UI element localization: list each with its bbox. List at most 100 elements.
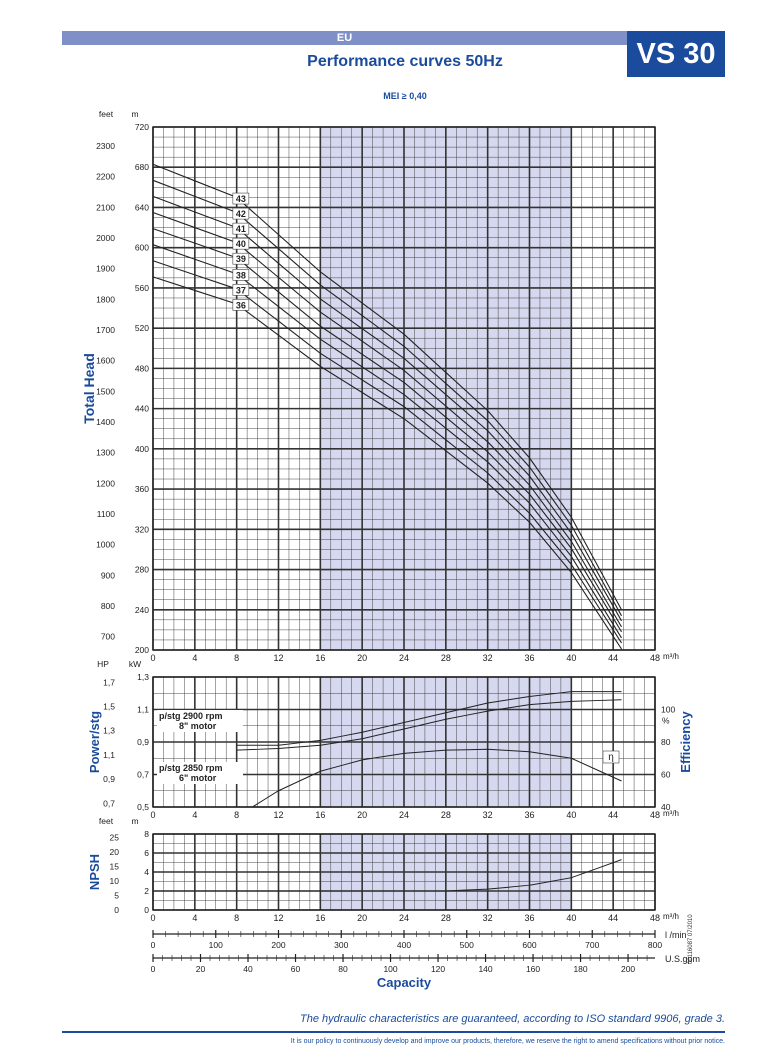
power-y-tick-label-kw: 1,1 [137, 705, 149, 715]
npsh-y-tick-label-m: 2 [144, 886, 149, 896]
gpm-axis-tick-label: 120 [431, 964, 445, 974]
head-y-tick-label-feet: 1300 [96, 448, 115, 458]
npsh-curve [152, 859, 622, 892]
power-x-tick-label: 32 [483, 810, 493, 820]
power-y-tick-label-kw: 0,7 [137, 770, 149, 780]
power-x-tick-label: 8 [234, 810, 239, 820]
head-x-unit: m³/h [663, 652, 679, 661]
head-y-tick-label-m: 320 [135, 524, 149, 534]
head-y-tick-label-m: 600 [135, 243, 149, 253]
motor8-label-type: 8" motor [179, 721, 217, 731]
eta-label: η [608, 752, 614, 763]
stage-label: 41 [236, 224, 246, 234]
npsh-x-tick-label: 16 [315, 913, 325, 923]
model-badge: VS 30 [627, 31, 725, 77]
lmin-axis-tick-label: 200 [271, 940, 285, 950]
head-y-tick-label-feet: 1800 [96, 294, 115, 304]
power-x-tick-label: 20 [357, 810, 367, 820]
power-x-tick-label: 24 [399, 810, 409, 820]
head-x-tick-label: 28 [441, 653, 451, 663]
head-y-tick-label-feet: 1500 [96, 386, 115, 396]
stage-label: 42 [236, 209, 246, 219]
npsh-y-tick-label-m: 8 [144, 829, 149, 839]
head-y-tick-label-m: 560 [135, 283, 149, 293]
power-x-tick-label: 48 [650, 810, 660, 820]
lmin-axis-tick-label: 300 [334, 940, 348, 950]
stage-label: 36 [236, 300, 246, 310]
head-y-tick-label-m: 440 [135, 404, 149, 414]
head-y-tick-label-m: 360 [135, 484, 149, 494]
stage-label: 37 [236, 285, 246, 295]
head-y-tick-label-feet: 1400 [96, 417, 115, 427]
power-y-tick-label-hp: 1,5 [103, 701, 115, 711]
head-y-tick-label-m: 640 [135, 202, 149, 212]
head-x-tick-label: 0 [150, 653, 155, 663]
head-x-tick-label: 16 [315, 653, 325, 663]
lmin-axis-tick-label: 800 [648, 940, 662, 950]
power-y-tick-label-hp: 1,7 [103, 677, 115, 687]
npsh-y-tick-label-m: 4 [144, 867, 149, 877]
stage-label-box [232, 222, 250, 235]
npsh-x-tick-label: 32 [483, 913, 493, 923]
head-frame [152, 126, 656, 651]
stage-label-box [232, 269, 250, 281]
npsh-y-tick-label-m: 6 [144, 848, 149, 858]
stage-label-box [232, 284, 250, 296]
npsh-x-tick-label: 40 [566, 913, 576, 923]
head-x-tick-label: 36 [524, 653, 534, 663]
page-title: Performance curves 50Hz [307, 53, 503, 70]
lmin-axis-tick-label: 500 [460, 940, 474, 950]
npsh-y-tick-label-feet: 0 [114, 905, 119, 915]
lmin-axis-tick-label: 400 [397, 940, 411, 950]
power-x-tick-label: 28 [441, 810, 451, 820]
disclaimer: It is our policy to continuously develop… [290, 1038, 725, 1045]
head-y-axis-label: Total Head [81, 353, 97, 424]
head-x-tick-label: 48 [650, 653, 660, 663]
lmin-axis-unit: l /min [665, 930, 687, 940]
head-y-tick-label-feet: 1100 [97, 509, 116, 519]
gpm-axis-unit: U.S.gpm [665, 954, 700, 964]
motor6-label-rpm: p/stg 2850 rpm [159, 763, 223, 773]
npsh-x-tick-label: 0 [150, 913, 155, 923]
npsh-x-tick-label: 28 [441, 913, 451, 923]
head-x-tick-label: 24 [399, 653, 409, 663]
head-y-tick-label-feet: 1200 [96, 478, 115, 488]
power-x-tick-label: 12 [273, 810, 283, 820]
npsh-x-tick-label: 24 [399, 913, 409, 923]
head-x-tick-label: 44 [608, 653, 618, 663]
lmin-axis-tick-label: 700 [585, 940, 599, 950]
head-x-tick-label: 20 [357, 653, 367, 663]
npsh-unit-feet: feet [99, 816, 114, 826]
power-y-tick-label-kw: 0,9 [137, 737, 149, 747]
efficiency-tick-label: 60 [661, 770, 671, 780]
head-y-tick-label-m: 240 [135, 605, 149, 615]
npsh-y-tick-label-m: 0 [144, 905, 149, 915]
npsh-x-unit: m³/h [663, 912, 679, 921]
npsh-x-tick-label: 4 [192, 913, 197, 923]
efficiency-unit: % [662, 716, 670, 726]
efficiency-tick-label: 80 [661, 737, 671, 747]
head-y-tick-label-m: 200 [135, 645, 149, 655]
npsh-x-tick-label: 12 [273, 913, 283, 923]
power-y-tick-label-kw: 1,3 [137, 672, 149, 682]
npsh-x-tick-label: 8 [234, 913, 239, 923]
head-y-tick-label-m: 680 [135, 162, 149, 172]
stage-label: 40 [236, 239, 246, 249]
head-y-tick-label-feet: 1000 [96, 540, 115, 550]
power-curve-8in [236, 691, 622, 746]
stage-label-box [232, 237, 250, 250]
stage-label-box [232, 207, 250, 220]
gpm-axis-tick-label: 200 [621, 964, 635, 974]
power-x-tick-label: 44 [608, 810, 618, 820]
head-x-tick-label: 4 [192, 653, 197, 663]
head-y-tick-label-feet: 1700 [96, 325, 115, 335]
power-y-tick-label-hp: 1,1 [103, 750, 115, 760]
motor6-label-type: 6" motor [179, 773, 217, 783]
gpm-axis-tick-label: 40 [243, 964, 253, 974]
power-frame [152, 676, 656, 808]
power-unit-hp: HP [97, 659, 109, 669]
npsh-y-tick-label-feet: 25 [110, 833, 120, 843]
lmin-axis-tick-label: 0 [151, 940, 156, 950]
npsh-frame [152, 833, 656, 911]
eta-label-box [602, 750, 620, 764]
